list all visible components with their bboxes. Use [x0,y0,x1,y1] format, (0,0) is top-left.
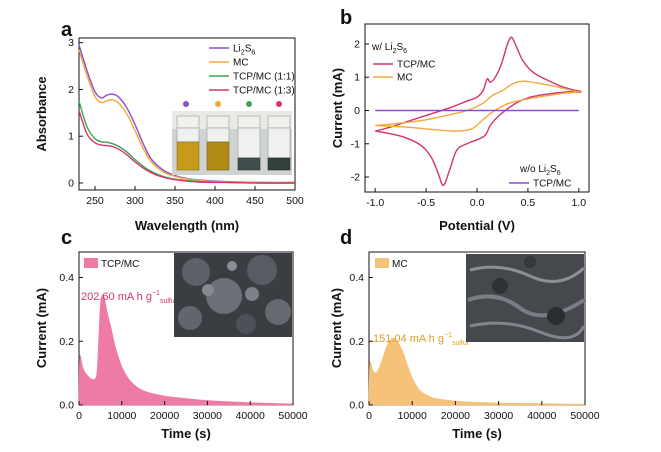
x-tick-label: 30000 [484,410,513,422]
x-tick-label: 50000 [278,410,307,422]
legend-label-li2s6: Li2S6 [233,44,255,57]
x-tick-label: 300 [126,195,144,207]
panel-a-xlabel: Wavelength (nm) [135,218,239,233]
series-area-tcp_fill [78,294,294,406]
x-tick-label: 30000 [193,410,222,422]
legend-label-tcp13: TCP/MC (1:3) [233,86,295,97]
legend-label-b-tcp: TCP/MC [397,60,435,71]
panel-b-xlabel: Potential (V) [439,218,515,233]
vial-mc [206,141,230,171]
panel-a: a 250 300 350 400 450 500 0 1 2 3 Wavelength (nm)… [34,19,304,233]
series-area-mc_fill [368,337,586,406]
panel-c-letter: c [61,227,72,249]
vial-tcp13 [267,157,291,171]
panel-b-letter: b [340,7,352,29]
legend-label-mc: MC [233,58,249,69]
x-tick-label: 250 [86,195,104,207]
y-tick-label: 0 [354,105,360,117]
y-tick-label: 1 [354,72,360,84]
panel-c-ticks: 0 10000 20000 30000 40000 50000 0.0 0.2 0.4 [59,272,307,422]
panel-a-ylabel: Absorbance [34,76,49,151]
y-tick-label: 1 [68,131,74,143]
vial-dot-tcp13 [276,101,282,107]
panel-b-legend-without: w/o Li2S6 TCP/MC [509,164,571,190]
legend-swatch-c [84,258,98,268]
panel-b-ylabel: Current (mA) [330,68,345,148]
x-tick-label: 0 [76,410,82,422]
capacity-annotation-d: 151.04 mA h g−1sulfur [373,332,470,347]
x-tick-label: 10000 [107,410,136,422]
legend-swatch-d [375,258,389,268]
panel-c-series [78,294,294,406]
x-tick-label: 400 [206,195,224,207]
panel-a-legend: Li2S6 MC TCP/MC (1:1) TCP/MC (1:3) [209,44,295,97]
panel-c: c 0 10000 20000 30000 40000 50000 0.0 0.2 0.4 Ti… [34,227,308,441]
y-tick-label: 0.2 [349,336,364,348]
x-tick-label: -1.0 [366,197,384,209]
panel-b: b -1.0 -0.5 0.0 0.5 1.0 -2 -1 0 1 2 Potential (V)… [330,7,590,233]
y-tick-label: 0.0 [59,400,74,412]
x-tick-label: 0 [366,410,372,422]
series-line-tcp13 [78,110,296,184]
x-tick-label: 500 [286,195,304,207]
y-tick-label: -1 [351,138,360,150]
y-tick-label: 0.4 [349,272,364,284]
capacity-annotation-c: 202.60 mA h g−1sulfur [81,290,178,305]
panel-b-legend-with: w/ Li2S6 TCP/MC MC [371,42,435,84]
x-tick-label: 350 [166,195,184,207]
panel-d-ticks: 0 10000 20000 30000 40000 50000 0.0 0.2 0.4 [349,272,599,422]
panel-b-series [375,36,582,186]
panel-a-series [78,44,296,184]
vial-tcp11 [237,157,261,171]
panel-a-frame [78,37,296,191]
legend-label-tcp11: TCP/MC (1:1) [233,72,295,83]
y-tick-label: 2 [354,38,360,50]
y-tick-label: 2 [68,84,74,96]
vial-dot-mc [215,101,221,107]
legend-label-d: MC [392,259,408,270]
y-tick-label: 0.4 [59,272,74,284]
panel-d: d 0 10000 20000 30000 40000 50000 0.0 0.2 0.4 Ti… [329,227,600,441]
vial-dot-li2s6 [183,101,189,107]
x-tick-label: -0.5 [417,197,435,209]
panel-d-xlabel: Time (s) [452,426,502,441]
series-line-tcp13 [375,36,582,186]
legend-label-b-mc: MC [397,73,413,84]
legend-head-without-li2s6: w/o Li2S6 [519,164,561,177]
y-tick-label: 0.0 [349,400,364,412]
panel-c-ylabel: Current (mA) [34,288,49,368]
legend-label-b-without: TCP/MC [533,179,571,190]
x-tick-label: 1.0 [572,197,587,209]
legend-head-with-li2s6: w/ Li2S6 [371,42,407,55]
panel-d-ylabel: Current (mA) [329,288,344,368]
panel-d-letter: d [340,227,352,249]
x-tick-label: 50000 [570,410,599,422]
sem-image-inset-d [466,254,586,342]
legend-label-c: TCP/MC [101,259,139,270]
x-tick-label: 20000 [150,410,179,422]
panel-a-ticks: 250 300 350 400 450 500 0 1 2 3 [68,37,304,207]
x-tick-label: 0.0 [470,197,485,209]
y-tick-label: -2 [351,172,360,184]
panel-a-letter: a [61,19,73,41]
panel-b-ticks: -1.0 -0.5 0.0 0.5 1.0 -2 -1 0 1 2 [351,38,587,209]
vial-photo-inset [172,101,292,175]
vial-li2s6 [176,141,200,171]
x-tick-label: 0.5 [521,197,536,209]
x-tick-label: 450 [246,195,264,207]
x-tick-label: 20000 [441,410,470,422]
x-tick-label: 40000 [527,410,556,422]
panel-c-xlabel: Time (s) [161,426,211,441]
series-line-mc [375,80,582,132]
y-tick-label: 3 [68,37,74,49]
x-tick-label: 10000 [398,410,427,422]
vial-dot-tcp11 [246,101,252,107]
y-tick-label: 0 [68,177,74,189]
y-tick-label: 0.2 [59,336,74,348]
x-tick-label: 40000 [236,410,265,422]
sem-image-inset-c [174,253,292,337]
panel-d-series [368,337,586,406]
